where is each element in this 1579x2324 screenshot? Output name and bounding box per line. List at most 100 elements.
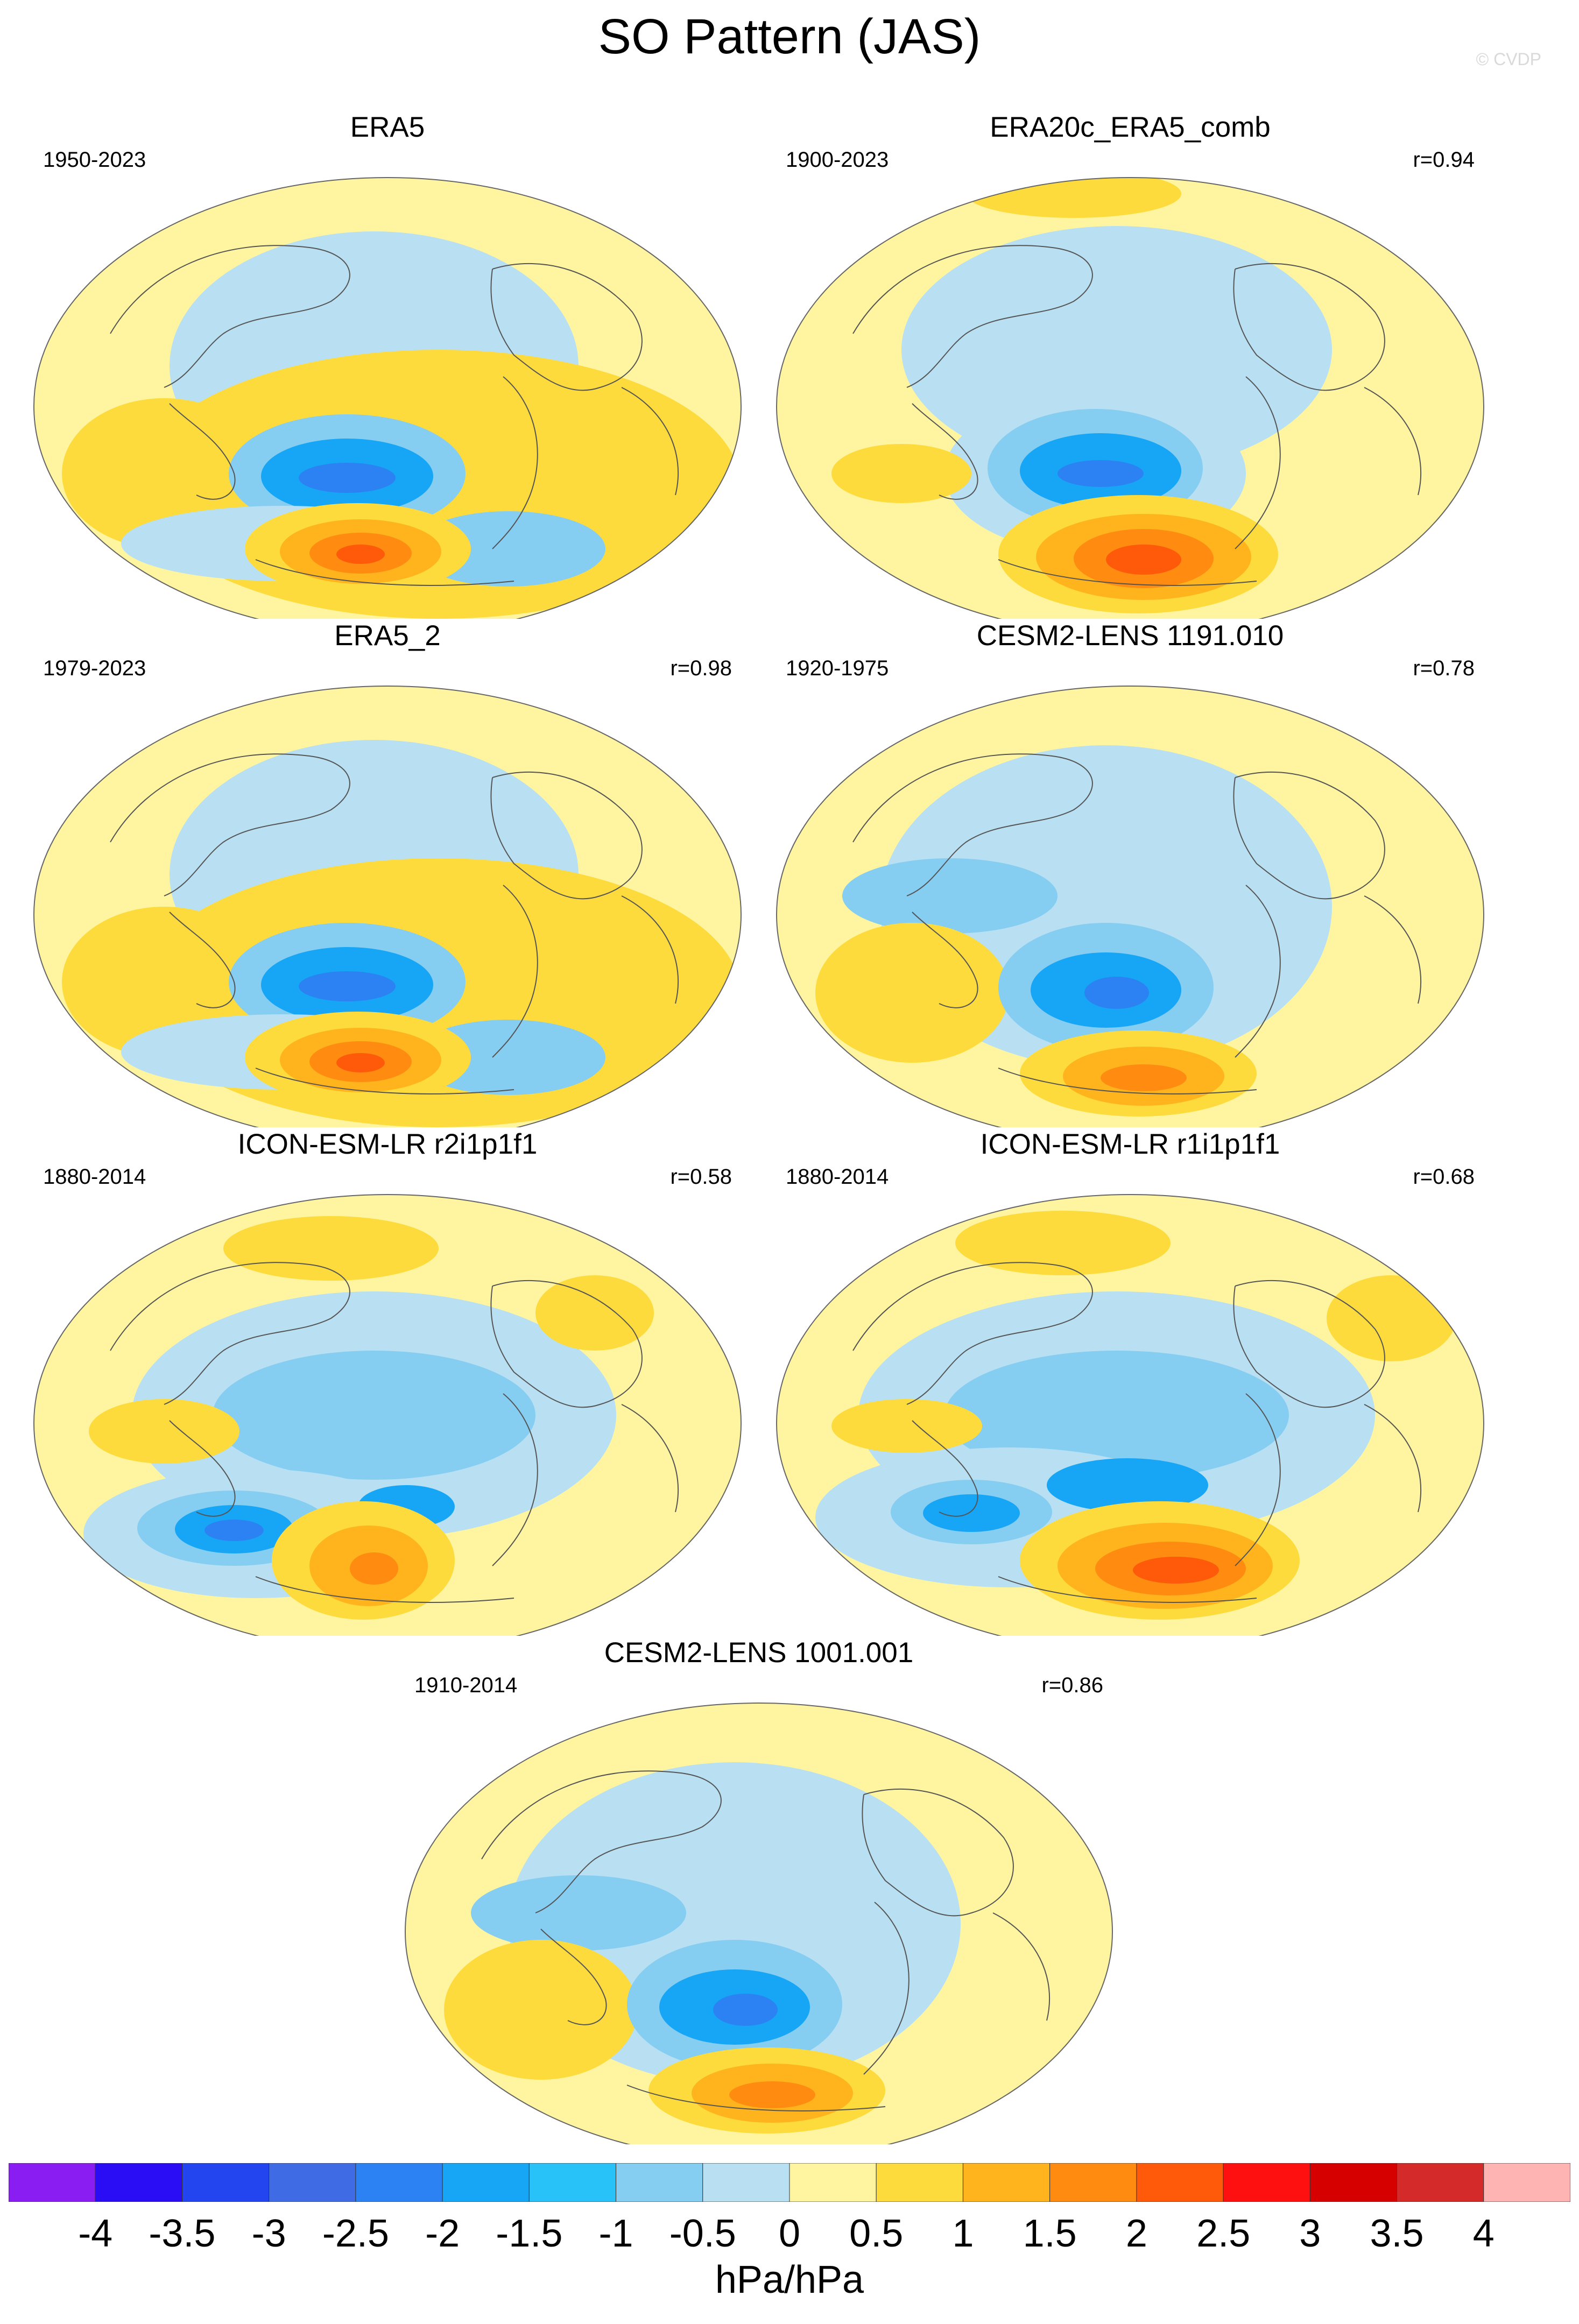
coastline-1	[912, 912, 978, 1008]
south-pacific-negative-core	[1084, 977, 1149, 1009]
panel-title: ERA5_2	[334, 620, 441, 652]
colorbar-tick-label: -4	[78, 2212, 113, 2255]
amundsen-positive-core	[1106, 545, 1181, 575]
colorbar-tick-labels: -4 -3.5 -3 -2.5 -2 -1.5 -1 -0.5 0 0.5 1 1.5 2 2.5 3 3.5…	[9, 2212, 1570, 2260]
coastline-1	[169, 912, 236, 1008]
colorbar-swatch	[1397, 2163, 1484, 2202]
colorbar-tick-label: 3.5	[1370, 2212, 1424, 2255]
map-border	[776, 1194, 1484, 1636]
panel-period: 1950-2023	[43, 148, 146, 172]
coastline-1	[912, 1420, 978, 1517]
colorbar-tick-label: 1.5	[1023, 2212, 1077, 2255]
colorbar-swatch	[355, 2163, 443, 2202]
colorbar-tick-label: -2.5	[322, 2212, 389, 2255]
panel-period: 1979-2023	[43, 656, 146, 680]
south-pacific-negative-core	[1058, 460, 1144, 487]
map-plot	[776, 686, 1484, 1127]
europe-positive-anomaly	[1327, 1275, 1456, 1361]
south-pacific-negative-core	[205, 1520, 264, 1541]
colorbar-swatch	[95, 2163, 182, 2202]
cvdp-credit: © CVDP	[1476, 50, 1541, 69]
map-plot	[33, 177, 742, 619]
amundsen-positive-core	[336, 1053, 385, 1072]
figure-title: SO Pattern (JAS)	[598, 9, 981, 64]
amundsen-positive-strong	[350, 1552, 398, 1585]
coastline-5	[1364, 387, 1422, 496]
colorbar-tick-label: -3.5	[149, 2212, 216, 2255]
amundsen-positive-core	[336, 545, 385, 564]
coastline-0	[852, 1262, 1093, 1405]
south-pacific-negative-core	[713, 1994, 778, 2026]
panel-correlation: r=0.86	[1041, 1673, 1103, 1697]
coastline-3	[492, 376, 538, 549]
colorbar-swatch	[876, 2163, 963, 2202]
panel-title: ICON-ESM-LR r2i1p1f1	[237, 1128, 538, 1160]
colorbar-swatch	[1136, 2163, 1224, 2202]
coastline-4	[626, 2085, 886, 2111]
coastline-0	[852, 753, 1093, 896]
indian-ocean-positive-anomaly	[815, 923, 1009, 1063]
colorbar-swatch	[1483, 2163, 1570, 2202]
map-border	[405, 1703, 1113, 2144]
coastline-2	[1233, 1280, 1385, 1408]
colorbar-units: hPa/hPa	[715, 2258, 864, 2301]
coastline-3	[1235, 376, 1281, 549]
coastline-1	[912, 403, 978, 500]
panel-correlation: r=0.94	[1413, 148, 1475, 172]
colorbar-tick-label: -3	[251, 2212, 286, 2255]
panel-correlation: r=0.58	[670, 1165, 732, 1189]
coastline-2	[1233, 771, 1385, 900]
colorbar-tick-label: 0	[778, 2212, 801, 2255]
panel-title: CESM2-LENS 1001.001	[604, 1637, 914, 1669]
panel-title: ICON-ESM-LR r1i1p1f1	[980, 1128, 1280, 1160]
coastline-2	[490, 1280, 643, 1408]
colorbar-swatch	[962, 2163, 1051, 2202]
colorbar-swatch	[528, 2163, 617, 2202]
south-america-negative	[1047, 1458, 1208, 1512]
colorbar-swatch	[789, 2163, 877, 2202]
coastline-3	[1235, 1393, 1281, 1566]
panel-correlation: r=0.98	[670, 656, 732, 680]
colorbar-swatch	[1223, 2163, 1310, 2202]
colorbar	[9, 2163, 1570, 2202]
map-panel: ERA5 1950-2023	[16, 110, 759, 621]
coastline-0	[852, 245, 1093, 388]
coastline-4	[998, 1068, 1257, 1094]
coastline-3	[1235, 885, 1281, 1058]
arctic-positive-anomaly	[223, 1216, 439, 1281]
panel-title: ERA5	[350, 111, 425, 143]
coastline-2	[490, 263, 643, 391]
panel-period: 1910-2014	[414, 1673, 518, 1697]
coastline-0	[481, 1770, 722, 1913]
map-border	[776, 686, 1484, 1127]
amundsen-positive-strong	[729, 2081, 815, 2108]
map-plot	[776, 1194, 1484, 1636]
map-plot	[33, 686, 742, 1127]
south-pacific-negative-core	[299, 463, 396, 493]
coastline-0	[110, 1262, 350, 1405]
coastline-1	[169, 403, 236, 500]
map-panel: ICON-ESM-LR r2i1p1f1 1880-2014 r=0.58	[16, 1127, 759, 1638]
panel-correlation: r=0.78	[1413, 656, 1475, 680]
panel-period: 1900-2023	[786, 148, 889, 172]
indian-ocean-positive-anomaly	[831, 444, 971, 503]
indian-ocean-positive-anomaly	[89, 1399, 239, 1464]
south-pacific-negative-strong	[923, 1494, 1020, 1532]
colorbar-tick-label: 4	[1472, 2212, 1495, 2255]
colorbar-swatch	[1049, 2163, 1137, 2202]
coastline-4	[255, 1068, 514, 1094]
coastline-3	[492, 1393, 538, 1566]
coastline-0	[110, 245, 350, 388]
map-panel: ERA20c_ERA5_comb 1900-2023 r=0.94	[759, 110, 1502, 621]
colorbar-tick-label: 1	[952, 2212, 974, 2255]
map-plot	[405, 1703, 1113, 2144]
colorbar-swatch	[1309, 2163, 1398, 2202]
colorbar-tick-label: 2	[1125, 2212, 1147, 2255]
coastline-3	[492, 885, 538, 1058]
map-panel: CESM2-LENS 1001.001 1910-2014 r=0.86	[387, 1636, 1130, 2147]
amundsen-positive-strong	[1101, 1064, 1187, 1091]
coastline-3	[863, 1902, 910, 2075]
colorbar-tick-label: 2.5	[1196, 2212, 1251, 2255]
panel-title: ERA20c_ERA5_comb	[990, 111, 1271, 143]
map-border	[776, 177, 1484, 619]
